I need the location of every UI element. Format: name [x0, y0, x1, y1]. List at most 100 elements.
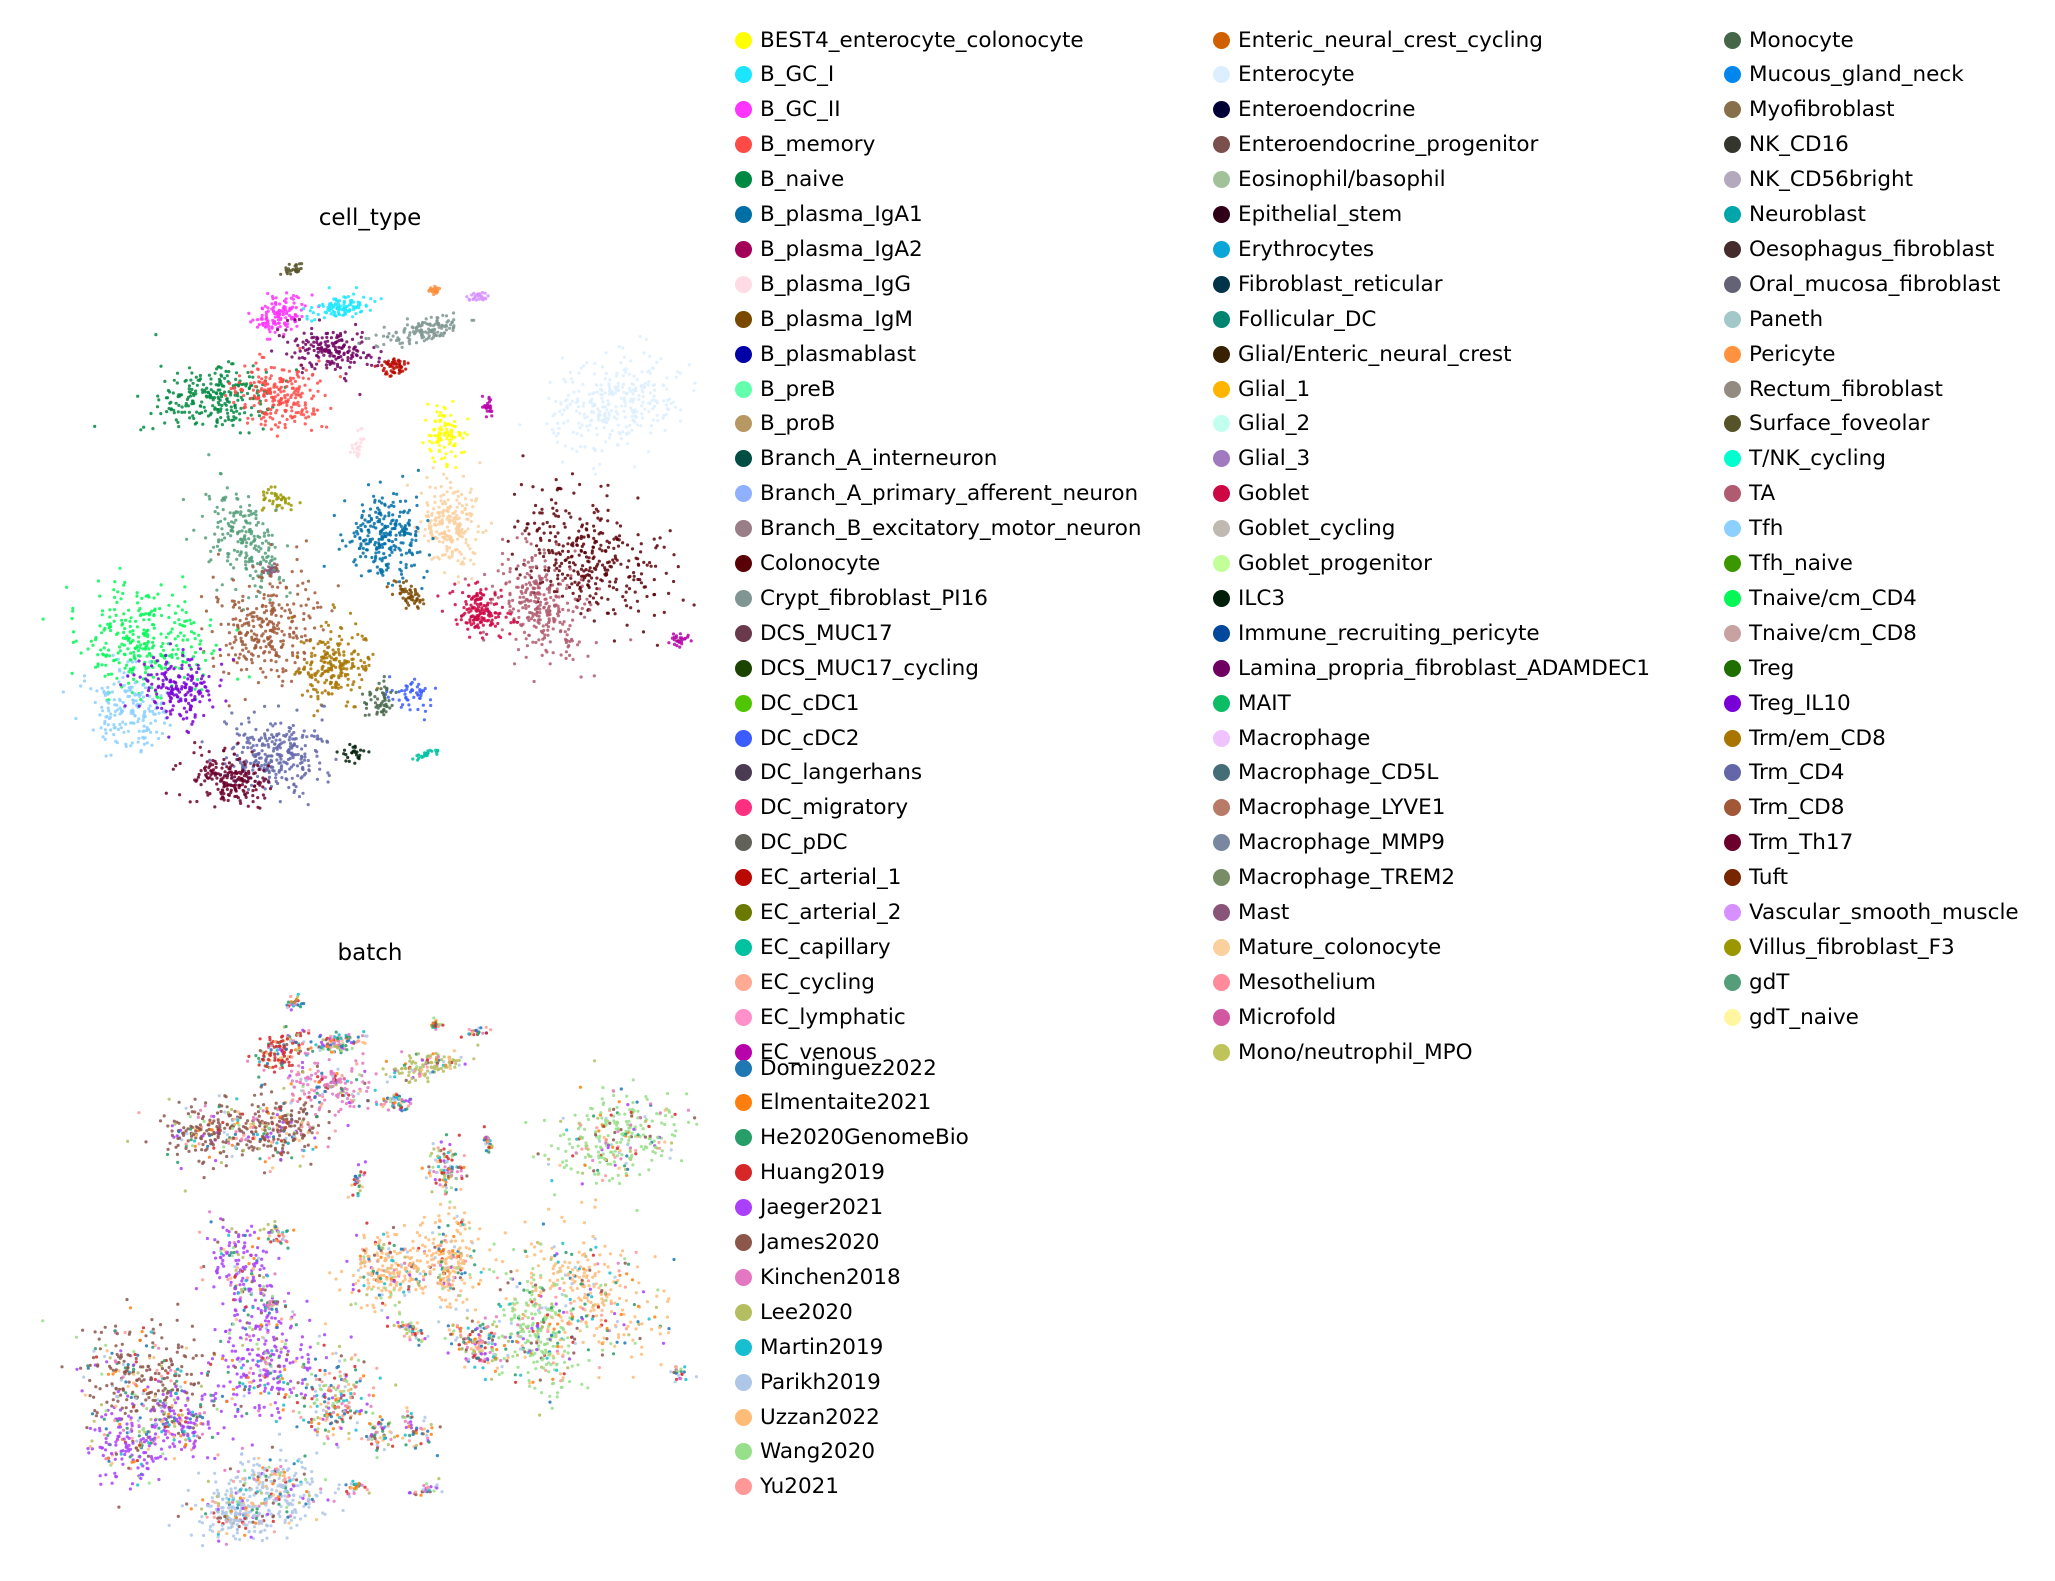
- cell-point: [253, 637, 257, 641]
- cell-point: [216, 365, 220, 369]
- cell-point: [552, 431, 556, 435]
- cell-point: [65, 585, 69, 589]
- cell-point: [225, 397, 229, 401]
- cell-point: [420, 334, 424, 338]
- cell-point: [271, 724, 275, 728]
- cell-point: [390, 583, 395, 587]
- cell-point: [601, 531, 605, 535]
- cell-point: [227, 653, 231, 657]
- cell-point: [432, 556, 436, 560]
- cell-point: [315, 340, 319, 344]
- cell-point: [294, 785, 298, 789]
- cell-point: [142, 628, 146, 632]
- cell-point: [189, 378, 193, 382]
- cell-point: [374, 556, 378, 560]
- cell-point: [173, 637, 177, 641]
- cell-point: [281, 670, 285, 674]
- cell-point: [548, 380, 552, 385]
- cell-point: [159, 645, 163, 649]
- cell-point: [162, 701, 166, 705]
- cluster-b-plasma-igm: [385, 579, 426, 610]
- cell-point: [179, 631, 183, 635]
- cell-point: [445, 517, 449, 521]
- cell-point: [546, 569, 550, 573]
- cell-point: [510, 552, 514, 556]
- cell-point: [352, 705, 356, 709]
- cell-point: [410, 688, 414, 692]
- cell-point: [177, 618, 181, 622]
- cell-point: [494, 602, 499, 606]
- cell-point: [153, 719, 157, 723]
- cell-point: [551, 651, 555, 655]
- cell-point: [667, 397, 672, 401]
- cell-point: [260, 576, 264, 580]
- cell-point: [394, 338, 399, 343]
- cell-point: [192, 393, 196, 398]
- cell-point: [280, 629, 284, 633]
- cell-point: [241, 514, 245, 518]
- cell-point: [184, 404, 188, 408]
- cell-point: [167, 735, 171, 739]
- cell-point: [98, 713, 102, 717]
- cell-point: [249, 381, 253, 385]
- cell-point: [524, 655, 528, 659]
- cell-point: [290, 776, 294, 780]
- cell-point: [248, 521, 252, 525]
- cell-point: [248, 761, 253, 765]
- cell-point: [489, 409, 493, 413]
- cell-point: [607, 541, 612, 545]
- cell-point: [107, 648, 111, 652]
- cell-point: [326, 305, 330, 309]
- cell-point: [113, 580, 117, 584]
- cell-point: [208, 698, 212, 702]
- cell-point: [284, 399, 288, 403]
- cell-point: [356, 446, 360, 450]
- cell-point: [285, 325, 289, 329]
- cell-point: [211, 404, 215, 408]
- cell-point: [445, 525, 450, 529]
- cell-point: [205, 760, 209, 764]
- cell-point: [452, 419, 457, 424]
- cell-point: [313, 626, 317, 630]
- cell-point: [152, 596, 156, 600]
- cell-point: [440, 428, 444, 432]
- cell-point: [270, 754, 274, 758]
- cell-point: [240, 541, 245, 545]
- cell-point: [576, 536, 580, 540]
- cell-point: [271, 749, 276, 753]
- cell-point: [534, 591, 538, 595]
- cell-point: [297, 404, 301, 408]
- cell-point: [588, 600, 592, 604]
- cell-point: [203, 409, 207, 413]
- cell-point: [267, 754, 271, 758]
- cell-point: [316, 350, 320, 354]
- cell-point: [265, 739, 269, 743]
- cell-point: [284, 312, 289, 316]
- cell-point: [337, 634, 341, 638]
- cell-point: [549, 579, 553, 583]
- cell-point: [555, 542, 559, 546]
- cell-point: [623, 404, 627, 408]
- cell-point: [364, 638, 368, 642]
- cell-point: [448, 591, 452, 595]
- cell-point: [264, 398, 268, 403]
- cell-point: [86, 647, 90, 651]
- cell-point: [564, 656, 568, 660]
- cell-point: [389, 522, 393, 526]
- cell-point: [283, 321, 287, 325]
- cell-point: [102, 689, 106, 693]
- cell-point: [177, 393, 181, 397]
- cell-point: [353, 534, 357, 538]
- cell-point: [559, 653, 563, 657]
- cell-point: [193, 650, 197, 655]
- cell-point: [181, 497, 185, 502]
- cell-point: [552, 598, 556, 602]
- cell-point: [262, 531, 267, 535]
- cluster-b-plasma-igg: [348, 427, 366, 459]
- cell-point: [607, 392, 612, 396]
- cell-point: [201, 674, 205, 678]
- cell-point: [170, 708, 174, 712]
- cell-point: [108, 615, 112, 619]
- cell-point: [264, 629, 268, 633]
- cell-point: [556, 577, 560, 581]
